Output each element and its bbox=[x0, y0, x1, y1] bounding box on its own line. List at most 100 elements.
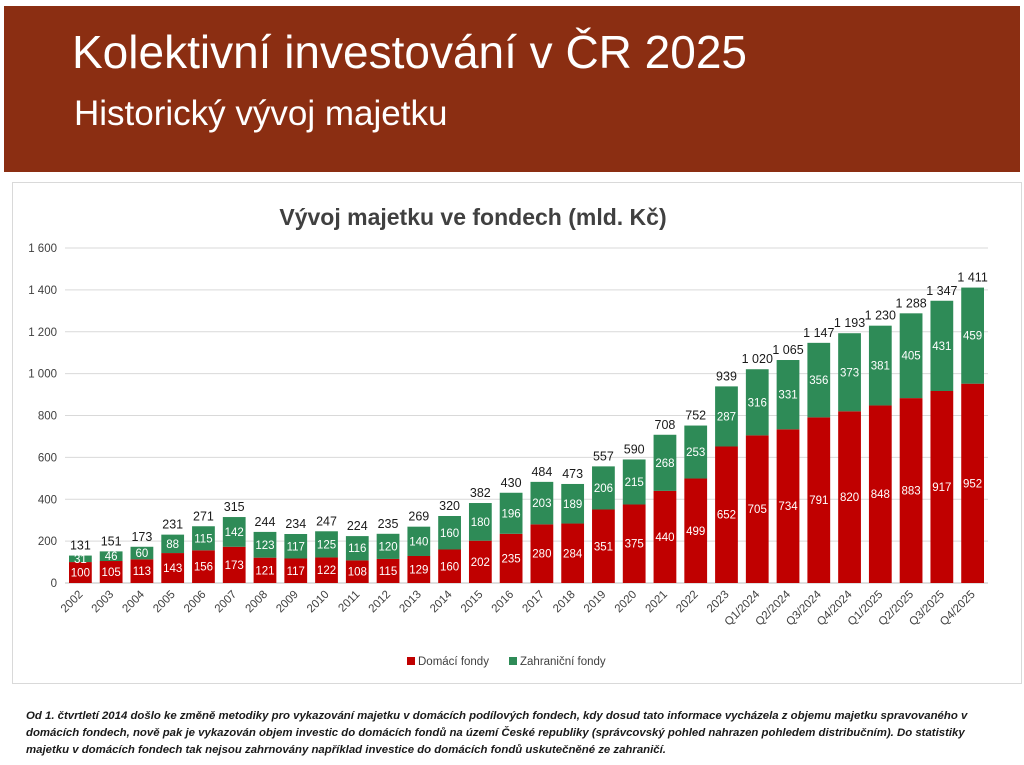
data-label-total: 1 288 bbox=[895, 296, 926, 310]
x-tick-label: 2010 bbox=[305, 589, 332, 616]
data-label-foreign: 116 bbox=[348, 543, 366, 555]
data-label-domestic: 284 bbox=[563, 548, 583, 560]
data-label-domestic: 100 bbox=[71, 568, 90, 580]
data-label-foreign: 405 bbox=[901, 351, 920, 363]
data-label-domestic: 820 bbox=[840, 492, 859, 504]
bar-foreign bbox=[468, 503, 492, 541]
y-tick-label: 400 bbox=[38, 494, 57, 506]
bar-foreign bbox=[130, 546, 154, 560]
gridlines bbox=[65, 247, 988, 584]
data-label-domestic: 122 bbox=[317, 565, 336, 577]
data-label-total: 231 bbox=[162, 518, 183, 532]
data-label-foreign: 253 bbox=[686, 447, 705, 459]
bar-foreign bbox=[561, 483, 585, 524]
bar-foreign bbox=[222, 517, 246, 547]
data-label-foreign: 117 bbox=[287, 541, 305, 553]
data-label-foreign: 120 bbox=[378, 541, 397, 553]
data-label-foreign: 46 bbox=[105, 551, 118, 563]
bar-domestic bbox=[376, 558, 400, 583]
data-label-domestic: 105 bbox=[102, 567, 121, 579]
bar-foreign bbox=[345, 536, 369, 561]
data-label-total: 151 bbox=[101, 534, 122, 548]
data-label-foreign: 125 bbox=[317, 539, 336, 551]
data-label-total: 708 bbox=[655, 418, 676, 432]
data-label-domestic: 115 bbox=[379, 566, 397, 578]
bar-domestic bbox=[345, 560, 369, 583]
bar-foreign bbox=[315, 531, 338, 558]
y-tick-label: 1 600 bbox=[28, 243, 57, 255]
bar-domestic bbox=[438, 549, 461, 583]
bar-domestic bbox=[807, 417, 831, 583]
bar-domestic bbox=[315, 557, 338, 583]
data-label-foreign: 196 bbox=[502, 508, 521, 520]
x-tick-label: 2021 bbox=[643, 589, 670, 616]
data-label-total: 1 230 bbox=[865, 309, 896, 323]
data-label-domestic: 173 bbox=[225, 560, 244, 572]
data-label-total: 557 bbox=[593, 449, 614, 463]
bar-foreign bbox=[868, 325, 892, 406]
bar-domestic bbox=[930, 391, 954, 583]
x-tick-label: 2019 bbox=[582, 589, 609, 616]
data-label-total: 430 bbox=[501, 476, 522, 490]
data-label-total: 271 bbox=[193, 509, 214, 523]
title-banner: Kolektivní investování v ČR 2025 Histori… bbox=[4, 6, 1020, 172]
y-tick-label: 1 200 bbox=[28, 327, 57, 339]
data-label-domestic: 705 bbox=[748, 504, 767, 516]
bar-foreign bbox=[438, 516, 461, 550]
bar-foreign bbox=[807, 342, 831, 418]
data-label-domestic: 160 bbox=[440, 561, 459, 573]
data-label-foreign: 331 bbox=[778, 390, 797, 402]
data-label-domestic: 129 bbox=[409, 564, 428, 576]
bar-foreign bbox=[192, 526, 215, 551]
data-label-foreign: 140 bbox=[409, 536, 428, 548]
data-label-foreign: 356 bbox=[809, 375, 828, 387]
bar-domestic bbox=[838, 411, 861, 583]
data-label-foreign: 206 bbox=[594, 483, 613, 495]
bar-domestic bbox=[222, 546, 246, 583]
bar-domestic bbox=[130, 559, 154, 583]
x-tick-label: 2006 bbox=[182, 589, 209, 616]
bar-foreign bbox=[592, 466, 615, 510]
x-tick-label: 2020 bbox=[613, 589, 640, 616]
data-label-total: 473 bbox=[562, 467, 583, 481]
bar-domestic bbox=[715, 446, 738, 583]
bar-foreign bbox=[838, 333, 861, 412]
bar-domestic bbox=[499, 533, 523, 583]
bar-domestic bbox=[961, 383, 985, 583]
data-label-domestic: 156 bbox=[194, 562, 213, 574]
bar-foreign bbox=[99, 551, 123, 562]
x-tick-label: 2022 bbox=[674, 589, 701, 616]
bar-domestic bbox=[284, 558, 308, 583]
data-label-domestic: 113 bbox=[133, 566, 151, 578]
bar-foreign bbox=[622, 459, 646, 505]
data-label-domestic: 917 bbox=[932, 482, 951, 494]
data-label-domestic: 440 bbox=[655, 532, 674, 544]
data-label-domestic: 791 bbox=[809, 495, 828, 507]
x-tick-label: 2003 bbox=[90, 589, 117, 616]
data-label-total: 484 bbox=[531, 465, 552, 479]
data-label-domestic: 375 bbox=[625, 539, 644, 551]
data-label-foreign: 60 bbox=[136, 548, 149, 560]
bar-foreign bbox=[715, 386, 738, 447]
data-label-foreign: 316 bbox=[748, 397, 767, 409]
bar-domestic bbox=[622, 504, 646, 583]
data-label-total: 382 bbox=[470, 486, 491, 500]
data-label-domestic: 108 bbox=[348, 567, 367, 579]
x-tick-label: 2009 bbox=[274, 589, 301, 616]
bar-foreign bbox=[530, 481, 554, 525]
legend: Domácí fondy Zahraniční fondy bbox=[407, 656, 606, 668]
data-label-total: 234 bbox=[285, 517, 306, 531]
bar-domestic bbox=[530, 524, 554, 583]
bar-domestic bbox=[899, 398, 923, 583]
data-label-total: 1 193 bbox=[834, 316, 865, 330]
data-label-foreign: 459 bbox=[963, 331, 982, 343]
data-label-domestic: 652 bbox=[717, 510, 736, 522]
y-tick-label: 600 bbox=[38, 452, 57, 464]
page-subtitle: Historický vývoj majetku bbox=[74, 94, 448, 133]
x-tick-label: 2023 bbox=[705, 589, 732, 616]
data-label-domestic: 121 bbox=[255, 565, 274, 577]
data-label-domestic: 117 bbox=[287, 566, 305, 578]
data-label-total: 269 bbox=[408, 510, 429, 524]
bar-domestic bbox=[253, 557, 277, 583]
